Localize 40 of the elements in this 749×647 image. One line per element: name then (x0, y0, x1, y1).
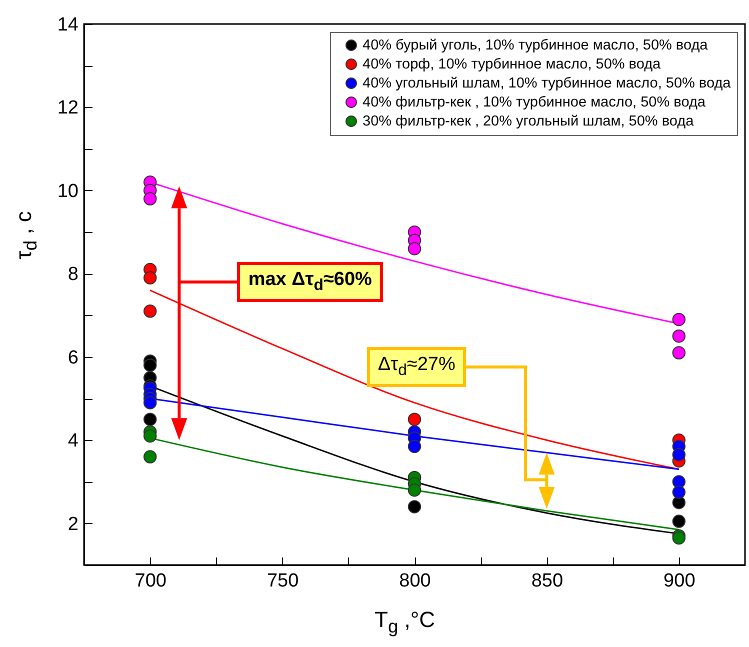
x-tick-label: 900 (664, 570, 696, 592)
point (408, 242, 422, 256)
x-axis-title: T$_{g}$ ,°C (374, 607, 436, 638)
legend-label: 40% торф, 10% турбинное масло, 50% вода (362, 56, 662, 72)
y-tick-label: 6 (68, 347, 78, 368)
annotation: max Δτ$_{d}$≈60% (237, 262, 383, 302)
point (408, 412, 422, 426)
x-tick-label: 850 (531, 570, 564, 592)
x-tick-label: 800 (399, 570, 431, 592)
point (672, 330, 686, 343)
annotation: Δτ$_{d}$≈27% (366, 347, 466, 388)
point (672, 514, 686, 528)
y-tick-label: 8 (68, 264, 78, 286)
legend-label: 30% фильтр-кек , 20% угольный шлам, 50% вода (362, 113, 695, 130)
legend-label: 40% фильтр-кек , 10% турбинное масло, 50% вода (362, 94, 706, 110)
point (143, 358, 157, 372)
point (143, 396, 157, 410)
y-tick-label: 14 (57, 14, 79, 36)
y-tick-label: 2 (68, 514, 78, 535)
legend-label: 40% угольный шлам, 10% турбинное масло, 50% вода (362, 75, 732, 92)
point (143, 271, 157, 284)
point (672, 346, 686, 360)
y-tick-label: 4 (68, 430, 79, 452)
point (143, 192, 157, 206)
point (143, 450, 157, 464)
x-tick-label: 700 (134, 570, 166, 592)
legend-label: 40% бурый уголь, 10% турбинное масло, 50% вода (362, 37, 709, 54)
y-tick-label: 10 (57, 180, 78, 202)
point (408, 483, 422, 497)
x-tick-label: 750 (266, 570, 299, 592)
point (143, 412, 157, 426)
point (672, 448, 686, 462)
point (672, 486, 686, 499)
point (672, 531, 686, 545)
point (143, 304, 157, 318)
y-tick-label: 12 (57, 98, 78, 119)
point (408, 500, 422, 514)
point (143, 429, 157, 443)
point (408, 440, 422, 454)
point (672, 312, 686, 326)
